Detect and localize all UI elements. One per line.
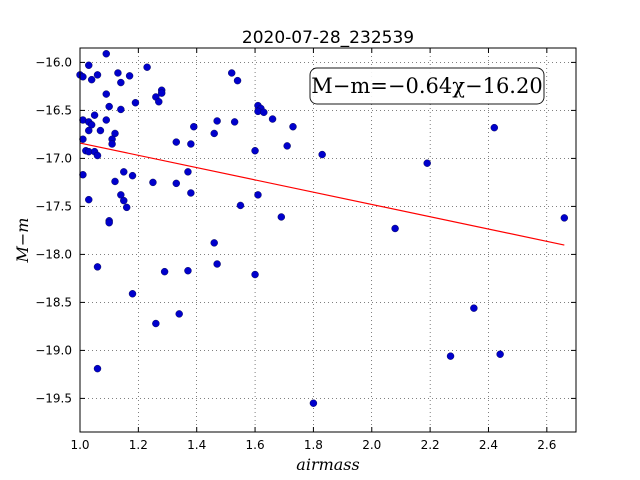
data-point bbox=[125, 72, 134, 80]
data-point bbox=[157, 89, 166, 97]
y-tick-label: −18.0 bbox=[35, 247, 72, 261]
y-tick-label: −19.0 bbox=[35, 343, 72, 357]
data-point bbox=[277, 213, 286, 221]
y-tick-label: −18.5 bbox=[35, 295, 72, 309]
data-point bbox=[87, 75, 96, 84]
x-tick-label: 2.4 bbox=[479, 438, 498, 452]
axis-ticks: 1.0 1.2 1.4 1.6 1.8 2.0 2.2 2.4 2.6 −16.0 −16.5 −17… bbox=[35, 48, 576, 452]
data-point bbox=[230, 118, 239, 126]
data-point bbox=[496, 350, 504, 358]
data-point bbox=[175, 310, 183, 318]
grid bbox=[79, 48, 576, 432]
data-point bbox=[117, 78, 125, 87]
data-point bbox=[391, 224, 399, 233]
data-point bbox=[120, 196, 128, 205]
data-point bbox=[268, 115, 277, 123]
data-point bbox=[236, 201, 245, 210]
data-point bbox=[79, 135, 87, 143]
data-point bbox=[318, 150, 326, 159]
data-point bbox=[149, 178, 157, 187]
data-point bbox=[93, 151, 102, 160]
data-point bbox=[283, 142, 291, 150]
data-point bbox=[102, 90, 110, 98]
data-point bbox=[228, 69, 236, 77]
data-point bbox=[143, 63, 151, 71]
fit-line-layer bbox=[79, 142, 565, 246]
data-point bbox=[184, 168, 192, 176]
data-point bbox=[105, 219, 113, 227]
data-point bbox=[122, 203, 131, 212]
data-point bbox=[155, 98, 163, 106]
data-point bbox=[560, 214, 569, 222]
fit-line bbox=[79, 142, 565, 246]
data-point bbox=[423, 159, 431, 167]
data-point bbox=[93, 364, 102, 373]
data-point bbox=[172, 179, 180, 188]
data-point bbox=[251, 270, 259, 279]
data-point bbox=[213, 117, 221, 125]
data-point bbox=[131, 99, 140, 107]
data-point bbox=[114, 69, 122, 77]
plot-frame bbox=[79, 47, 577, 433]
chart-title: 2020-07-28_232539 bbox=[242, 28, 414, 48]
data-point bbox=[152, 319, 160, 328]
annotation-frame bbox=[309, 67, 545, 105]
data-point bbox=[187, 140, 195, 148]
data-point bbox=[102, 116, 110, 124]
data-point bbox=[85, 195, 93, 204]
x-tick-label: 1.8 bbox=[304, 438, 323, 452]
data-point bbox=[90, 111, 99, 119]
x-tick-label: 1.4 bbox=[187, 438, 206, 452]
data-point bbox=[490, 123, 499, 132]
data-point bbox=[251, 147, 259, 155]
data-point bbox=[93, 263, 102, 271]
data-point bbox=[184, 267, 192, 275]
data-point bbox=[160, 267, 169, 276]
data-point bbox=[93, 71, 102, 79]
data-point bbox=[213, 260, 221, 268]
data-point bbox=[210, 129, 218, 138]
data-point bbox=[260, 108, 268, 117]
data-point bbox=[190, 123, 198, 131]
data-point bbox=[210, 239, 218, 247]
y-tick-label: −17.0 bbox=[35, 151, 72, 165]
x-tick-label: 2.6 bbox=[537, 438, 556, 452]
fit-equation: M−m=−0.64χ−16.20 bbox=[311, 74, 542, 98]
data-point bbox=[117, 105, 125, 114]
x-tick-label: 1.2 bbox=[129, 438, 148, 452]
data-point bbox=[254, 191, 262, 199]
data-point bbox=[111, 177, 119, 186]
y-axis-label: M−m bbox=[13, 218, 32, 264]
x-tick-label: 1.6 bbox=[246, 438, 265, 452]
data-point bbox=[96, 126, 105, 135]
y-tick-label: −16.0 bbox=[35, 55, 72, 69]
y-tick-label: −17.5 bbox=[35, 199, 72, 213]
annotation-box: M−m=−0.64χ−16.20 bbox=[309, 67, 545, 105]
data-points bbox=[76, 50, 569, 407]
data-point bbox=[446, 352, 455, 360]
data-point bbox=[102, 50, 110, 58]
x-tick-label: 1.0 bbox=[70, 438, 89, 452]
data-point bbox=[470, 304, 478, 312]
x-tick-label: 2.0 bbox=[362, 438, 381, 452]
data-point bbox=[309, 399, 318, 407]
data-point bbox=[85, 126, 93, 135]
data-point bbox=[105, 102, 113, 111]
data-point bbox=[120, 168, 128, 176]
data-point bbox=[85, 61, 93, 69]
data-point bbox=[172, 138, 180, 146]
data-point bbox=[79, 73, 87, 81]
x-tick-label: 2.2 bbox=[421, 438, 440, 452]
data-point bbox=[128, 290, 137, 298]
data-point bbox=[128, 171, 137, 180]
y-tick-label: −19.5 bbox=[35, 391, 72, 405]
x-axis-label: airmass bbox=[296, 455, 359, 474]
data-point bbox=[233, 76, 242, 85]
data-point bbox=[187, 189, 195, 197]
data-point bbox=[79, 171, 87, 179]
y-tick-label: −16.5 bbox=[35, 103, 72, 117]
data-point bbox=[108, 140, 116, 148]
data-point bbox=[289, 123, 297, 131]
